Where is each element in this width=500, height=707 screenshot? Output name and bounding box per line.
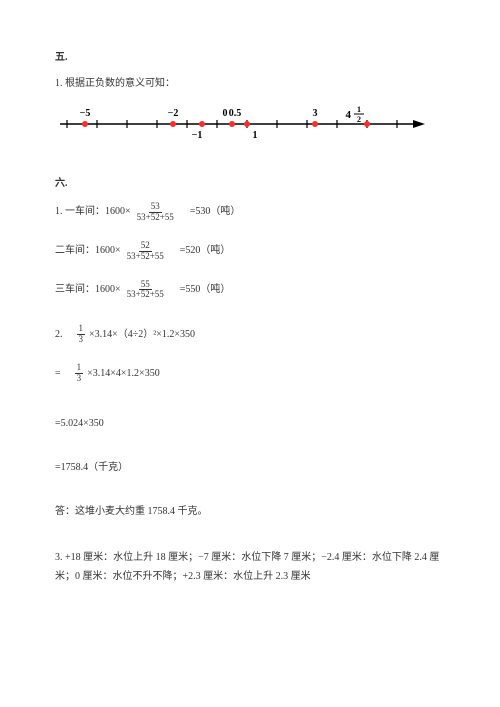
svg-text:4: 4 [346, 109, 352, 121]
frac-den: 3 [77, 335, 86, 345]
svg-text:−2: −2 [168, 108, 179, 119]
frac-den: 53+52+55 [125, 290, 166, 300]
section-5-title: 五. [55, 50, 450, 66]
p2-row1-tail: ×3.14×（4÷2）²×1.2×350 [89, 327, 195, 343]
number-line-svg: −5−200.53412−11 [55, 102, 435, 152]
svg-text:1: 1 [253, 130, 258, 141]
p2-answer: 答：这堆小麦大约重 1758.4 千克。 [55, 504, 450, 520]
svg-text:−1: −1 [192, 130, 203, 141]
p2-row4: =1758.4（千克） [55, 460, 450, 476]
problem-3: 3. +18 厘米：水位上升 18 厘米；−7 厘米：水位下降 7 厘米；−2.… [55, 548, 450, 586]
workshop-prefix: 1. 一车间：1600× [55, 204, 131, 220]
workshop-frac: 5553+52+55 [125, 280, 166, 301]
workshop-suffix: =530（吨） [190, 204, 241, 220]
svg-text:1: 1 [357, 105, 361, 114]
p2-row1-frac: 1 3 [77, 324, 86, 345]
workshop-suffix: =550（吨） [180, 282, 231, 298]
workshop-frac: 5253+52+55 [125, 241, 166, 262]
p2-row1: 2. 1 3 ×3.14×（4÷2）²×1.2×350 [55, 324, 450, 345]
p2-row1-prefix: 2. [55, 327, 73, 343]
workshop-row-1: 1. 一车间：1600×5353+52+55 =530（吨） [55, 202, 450, 223]
workshop-prefix: 二车间：1600× [55, 243, 121, 259]
frac-den: 53+52+55 [125, 252, 166, 262]
p2-row3: =5.024×350 [55, 416, 450, 432]
svg-text:0.5: 0.5 [229, 108, 242, 119]
p2-row2-frac: 1 3 [75, 363, 84, 384]
p2-row2-tail: ×3.14×4×1.2×350 [87, 366, 160, 382]
section-5-intro: 1. 根据正负数的意义可知： [55, 76, 450, 92]
workshop-prefix: 三车间：1600× [55, 282, 121, 298]
workshop-suffix: =520（吨） [180, 243, 231, 259]
svg-text:0: 0 [223, 108, 228, 119]
workshop-row-3: 三车间：1600×5553+52+55 =550（吨） [55, 280, 450, 301]
number-line: −5−200.53412−11 [55, 102, 450, 158]
svg-text:−5: −5 [80, 108, 91, 119]
frac-den: 3 [75, 374, 84, 384]
frac-den: 53+52+55 [135, 213, 176, 223]
workshop-row-2: 二车间：1600×5253+52+55 =520（吨） [55, 241, 450, 262]
workshop-frac: 5353+52+55 [135, 202, 176, 223]
p2-row2: = 1 3 ×3.14×4×1.2×350 [55, 363, 450, 384]
svg-text:3: 3 [313, 108, 318, 119]
svg-text:2: 2 [357, 115, 361, 124]
section-6-title: 六. [55, 176, 450, 192]
p2-row2-prefix: = [55, 366, 71, 382]
